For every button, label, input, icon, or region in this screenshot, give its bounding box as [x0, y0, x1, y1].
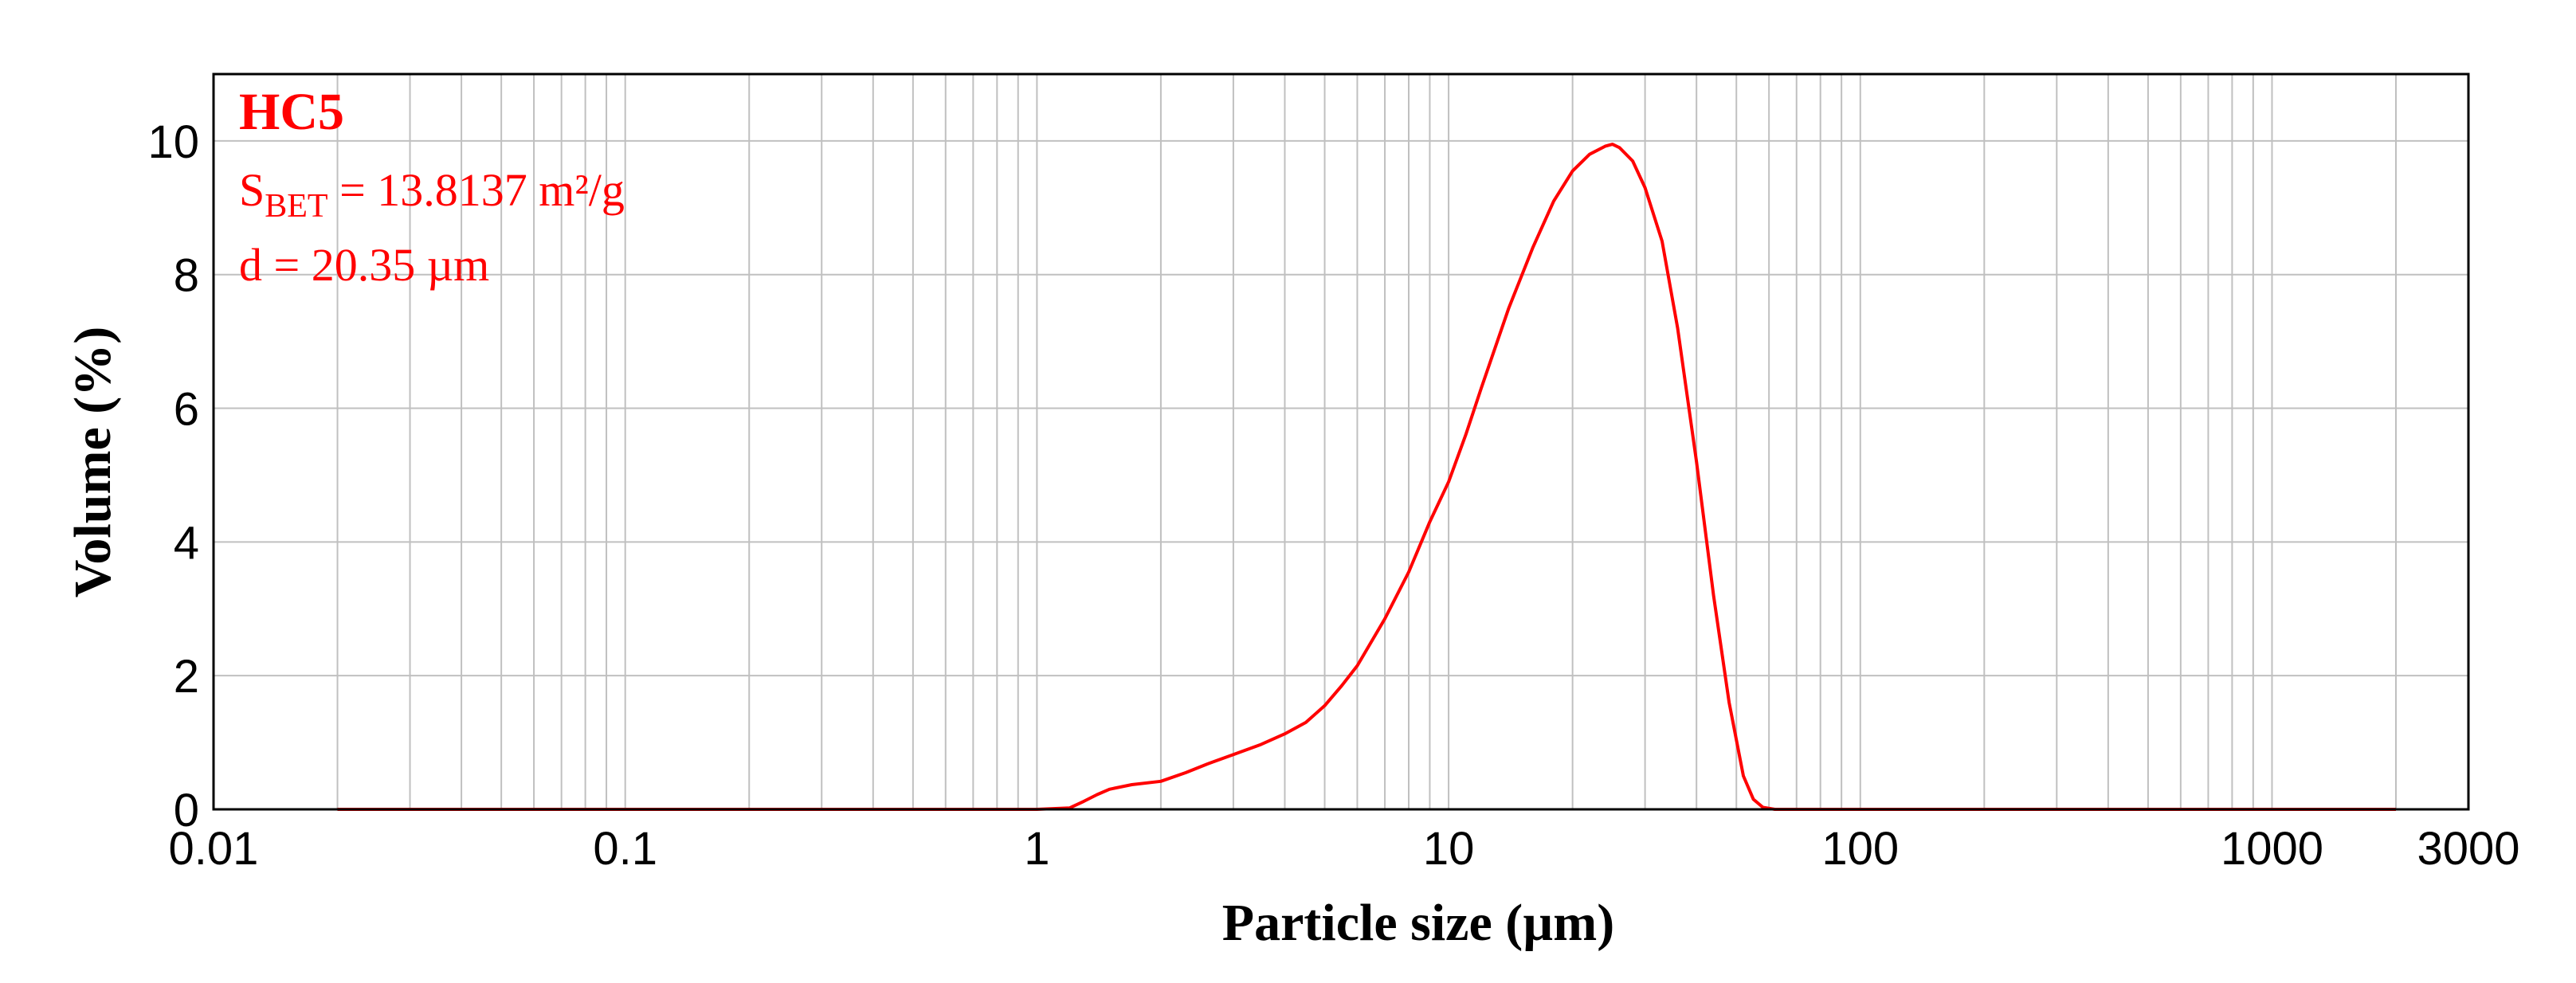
- diameter-label: d = 20.35 µm: [239, 239, 489, 291]
- x-tick-label: 1: [1024, 823, 1049, 875]
- x-axis-title: Particle size (µm): [1222, 894, 1614, 952]
- x-tick-label: 0.01: [169, 823, 259, 875]
- plot-frame: [212, 72, 2470, 811]
- y-tick-labels: 0 2 4 6 8 10: [147, 116, 199, 836]
- sample-label: HC5: [239, 83, 344, 141]
- x-tick-label: 0.1: [593, 823, 657, 875]
- grid: [214, 74, 2468, 809]
- annotation-block: HC5 SBET = 13.8137 m²/g d = 20.35 µm: [239, 83, 625, 291]
- sbet-subscript: BET: [265, 188, 327, 225]
- x-tick-labels: 0.01 0.1 1 10 100 1000 3000: [169, 823, 2520, 875]
- x-tick-label: 1000: [2221, 823, 2323, 875]
- series-line: [337, 143, 2396, 811]
- x-tick-label: 10: [1423, 823, 1475, 875]
- x-tick-label: 100: [1821, 823, 1899, 875]
- sbet-label: SBET = 13.8137 m²/g: [239, 164, 625, 225]
- y-tick-label: 2: [174, 651, 199, 703]
- y-tick-label: 0: [174, 785, 199, 836]
- y-tick-label: 10: [147, 116, 199, 168]
- y-axis-title: Volume (%): [64, 327, 122, 597]
- y-tick-label: 6: [174, 384, 199, 436]
- sbet-value: = 13.8137 m²/g: [328, 164, 625, 216]
- sbet-symbol: S: [239, 164, 265, 216]
- y-tick-label: 8: [174, 250, 199, 302]
- series-layer: [337, 143, 2396, 811]
- x-tick-label: 3000: [2417, 823, 2519, 875]
- y-tick-label: 4: [174, 517, 199, 569]
